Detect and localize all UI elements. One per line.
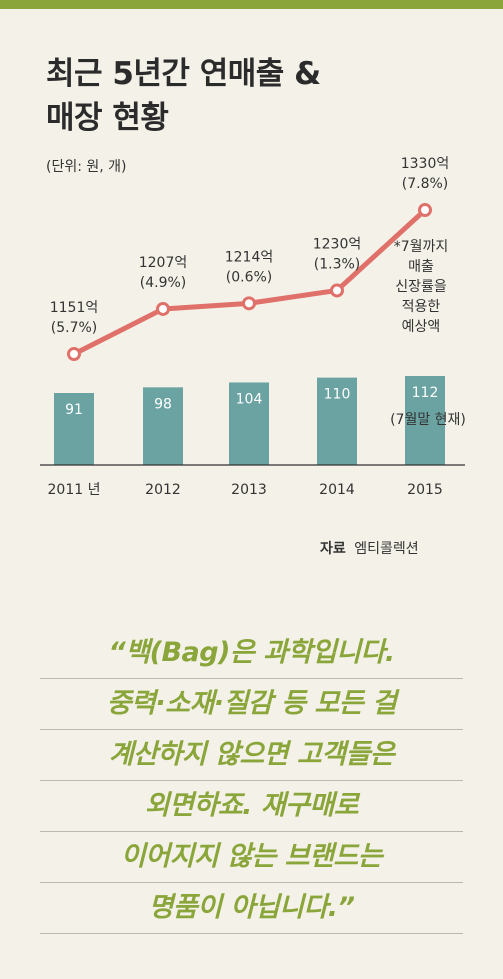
bar-series: 91 98 104 110 112 [54, 376, 445, 465]
bar [317, 377, 357, 465]
bar [143, 387, 183, 465]
pull-quote: “백(Bag)은 과학입니다. 중력·소재·질감 등 모든 걸 계산하지 않으면… [40, 628, 463, 934]
line-point [242, 296, 256, 311]
x-tick-label: 2013 [231, 482, 267, 498]
quote-line: 이어지지 않는 브랜드는 [40, 832, 463, 883]
x-tick-labels: 2011 년 2012 2013 2014 2015 [48, 482, 443, 498]
x-tick-label: 2011 년 [48, 482, 101, 498]
source-note: 자료 엠티콜렉션 [320, 538, 419, 558]
x-tick-label: 2015 [407, 482, 443, 498]
line-growth-label: (0.6%) [226, 269, 273, 285]
x-tick-label: 2014 [319, 482, 355, 498]
line-annotation-line: 신장률을 [395, 279, 447, 295]
line-point [67, 347, 81, 361]
line-point [156, 301, 170, 316]
line-value-label: 1207억 [139, 255, 188, 271]
quote-line: 명품이 아닙니다.” [40, 883, 463, 934]
line-series [67, 203, 432, 361]
quote-line: 계산하지 않으면 고객들은 [40, 730, 463, 781]
source-value: 엠티콜렉션 [354, 541, 419, 557]
bar-value-label: 112 [412, 385, 439, 401]
quote-line: 외면하죠. 재구매로 [40, 781, 463, 832]
line-annotation-line: 매출 [408, 259, 434, 275]
line-growth-label: (7.8%) [402, 176, 449, 192]
bar-value-label: 98 [154, 396, 172, 412]
bar-value-label: 110 [324, 387, 351, 403]
line-value-label: 1214억 [225, 249, 274, 265]
line-annotation-line: 적용한 [402, 299, 441, 315]
line-growth-label: (1.3%) [314, 256, 361, 272]
line-annotation-line: *7월까지 [394, 239, 449, 255]
chart-title: 최근 5년간 연매출 & 매장 현황 [46, 52, 466, 140]
quote-line: 중력·소재·질감 등 모든 걸 [40, 679, 463, 730]
bar-annotation: (7월말 현재) [390, 412, 466, 428]
quote-line: “백(Bag)은 과학입니다. [40, 628, 463, 679]
chart-title-line: 최근 5년간 연매출 & [46, 56, 321, 92]
bar [405, 376, 445, 465]
line-point [418, 203, 432, 217]
bar-value-label: 104 [236, 391, 263, 407]
line-growth-label: (5.7%) [51, 320, 98, 336]
bar-value-label: 91 [65, 402, 83, 418]
unit-note: (단위: 원, 개) [46, 159, 127, 175]
revenue-store-chart: 91 98 104 110 112 2011 년 2012 2013 2014 2015 115… [40, 156, 466, 498]
line-annotation-line: 예상액 [402, 319, 441, 335]
x-tick-label: 2012 [145, 482, 181, 498]
line-value-label: 1151억 [50, 300, 99, 316]
line-value-label: 1230억 [313, 236, 362, 252]
line-growth-label: (4.9%) [140, 275, 187, 291]
line-value-labels: 1151억 (5.7%) 1207억 (4.9%) 1214억 (0.6%) 1230억 (1… [50, 156, 450, 336]
line-point [330, 283, 344, 298]
source-label: 자료 [320, 541, 346, 557]
bar [54, 393, 94, 465]
bar [229, 382, 269, 465]
top-accent-bar [0, 0, 503, 9]
line-value-label: 1330억 [401, 156, 450, 172]
chart-title-line: 매장 현황 [46, 100, 169, 136]
